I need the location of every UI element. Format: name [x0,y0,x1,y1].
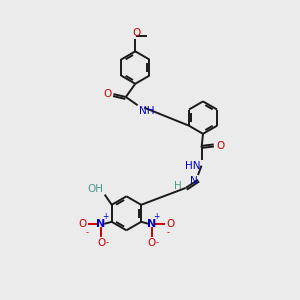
Text: O: O [103,89,111,99]
Text: +: + [102,212,108,220]
Text: N: N [147,219,156,229]
Text: -: - [105,238,108,247]
Text: O: O [148,238,156,248]
Text: N: N [190,176,197,187]
Text: N: N [97,219,106,229]
Text: O: O [133,28,141,38]
Text: -: - [166,228,169,237]
Text: OH: OH [88,184,103,194]
Text: -: - [156,238,159,247]
Text: NH: NH [140,106,155,116]
Text: O: O [217,141,225,151]
Text: -: - [85,228,88,237]
Text: O: O [167,219,175,229]
Text: +: + [153,212,159,220]
Text: H: H [174,181,182,191]
Text: HN: HN [184,161,200,172]
Text: O: O [97,238,105,248]
Text: O: O [78,219,86,229]
